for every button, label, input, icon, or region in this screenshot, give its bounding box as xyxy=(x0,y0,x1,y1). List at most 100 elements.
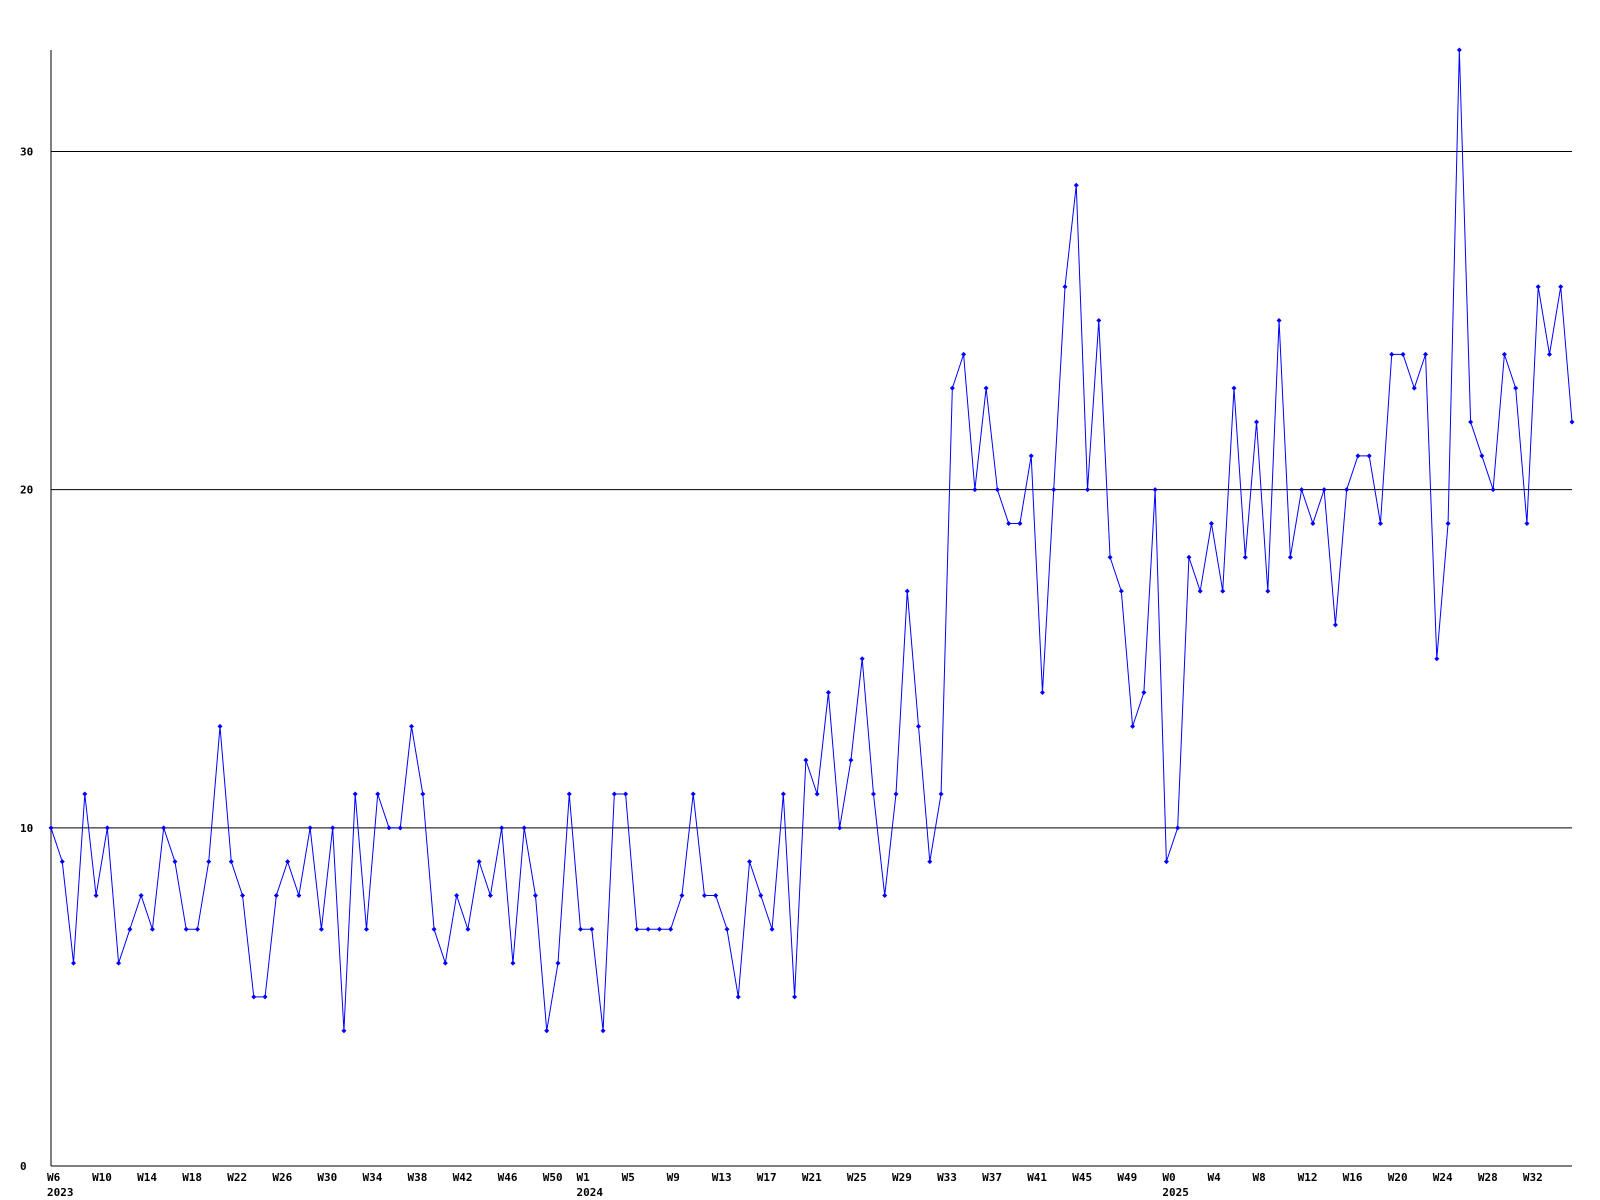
data-point xyxy=(442,960,448,966)
data-line xyxy=(50,49,1573,1031)
data-point xyxy=(1366,453,1372,459)
data-point xyxy=(138,892,144,898)
data-point xyxy=(1186,554,1192,560)
data-point xyxy=(521,825,527,831)
x-tick-label: W17 xyxy=(757,1171,777,1184)
data-point xyxy=(769,926,775,932)
data-point xyxy=(713,892,719,898)
data-point xyxy=(1051,487,1057,493)
data-point xyxy=(172,859,178,865)
x-tick-label: W42 xyxy=(453,1171,473,1184)
data-point xyxy=(1513,385,1519,391)
data-point xyxy=(82,791,88,797)
data-point xyxy=(1558,284,1564,290)
data-point xyxy=(454,892,460,898)
x-tick-label: W45 xyxy=(1072,1171,1092,1184)
data-point xyxy=(1152,487,1158,493)
data-point xyxy=(1118,588,1124,594)
data-point xyxy=(645,926,651,932)
data-point xyxy=(386,825,392,831)
x-tick-label: W26 xyxy=(272,1171,292,1184)
data-point xyxy=(792,994,798,1000)
x-tick-label: W13 xyxy=(712,1171,732,1184)
data-point xyxy=(1141,690,1147,696)
data-point xyxy=(1254,419,1260,425)
data-point xyxy=(1423,351,1429,357)
x-tick-label: W34 xyxy=(362,1171,382,1184)
data-point xyxy=(1062,284,1068,290)
data-point xyxy=(870,791,876,797)
data-point xyxy=(59,859,65,865)
data-point xyxy=(409,723,415,729)
data-point xyxy=(1456,47,1462,53)
data-point xyxy=(285,859,291,865)
data-point xyxy=(194,926,200,932)
data-point xyxy=(532,892,538,898)
x-tick-label: W21 xyxy=(802,1171,822,1184)
data-point xyxy=(589,926,595,932)
data-point xyxy=(690,791,696,797)
data-point xyxy=(972,487,978,493)
data-point xyxy=(1006,520,1012,526)
data-point xyxy=(1073,182,1079,188)
x-tick-label: W16 xyxy=(1343,1171,1363,1184)
x-tick-label: W1 xyxy=(577,1171,591,1184)
data-point xyxy=(149,926,155,932)
data-point xyxy=(1445,520,1451,526)
data-point xyxy=(1299,487,1305,493)
data-point xyxy=(882,892,888,898)
data-point xyxy=(1096,318,1102,324)
data-point xyxy=(48,825,54,831)
data-point xyxy=(893,791,899,797)
x-tick-label: W50 xyxy=(543,1171,563,1184)
data-point xyxy=(611,791,617,797)
year-label: 2023 xyxy=(47,1186,74,1199)
data-point xyxy=(352,791,358,797)
data-point xyxy=(431,926,437,932)
data-point xyxy=(600,1028,606,1034)
data-point xyxy=(1107,554,1113,560)
data-point xyxy=(330,825,336,831)
y-tick-label: 10 xyxy=(20,822,33,835)
y-tick-label: 0 xyxy=(20,1160,27,1173)
data-point xyxy=(240,892,246,898)
data-point xyxy=(1276,318,1282,324)
data-point xyxy=(104,825,110,831)
data-point xyxy=(927,859,933,865)
data-point xyxy=(228,859,234,865)
x-tick-label: W14 xyxy=(137,1171,157,1184)
data-point xyxy=(566,791,572,797)
data-point xyxy=(1039,690,1045,696)
data-point xyxy=(1434,656,1440,662)
x-tick-label: W12 xyxy=(1298,1171,1318,1184)
data-point xyxy=(341,1028,347,1034)
data-point xyxy=(1208,520,1214,526)
data-point xyxy=(1310,520,1316,526)
x-tick-label: W20 xyxy=(1388,1171,1408,1184)
data-point xyxy=(1389,351,1395,357)
year-label: 2024 xyxy=(577,1186,604,1199)
data-point xyxy=(735,994,741,1000)
x-tick-label: W18 xyxy=(182,1171,202,1184)
data-point xyxy=(375,791,381,797)
data-point xyxy=(1535,284,1541,290)
data-point xyxy=(499,825,505,831)
data-point xyxy=(1546,351,1552,357)
data-point xyxy=(814,791,820,797)
data-point xyxy=(724,926,730,932)
x-tick-label: W25 xyxy=(847,1171,867,1184)
data-point xyxy=(837,825,843,831)
data-point xyxy=(848,757,854,763)
data-point xyxy=(1400,351,1406,357)
x-tick-label: W5 xyxy=(622,1171,635,1184)
data-point xyxy=(217,723,223,729)
data-point xyxy=(949,385,955,391)
data-point xyxy=(1130,723,1136,729)
x-tick-label: W33 xyxy=(937,1171,957,1184)
data-point xyxy=(262,994,268,1000)
x-tick-label: W29 xyxy=(892,1171,912,1184)
data-point xyxy=(555,960,561,966)
data-point xyxy=(780,791,786,797)
